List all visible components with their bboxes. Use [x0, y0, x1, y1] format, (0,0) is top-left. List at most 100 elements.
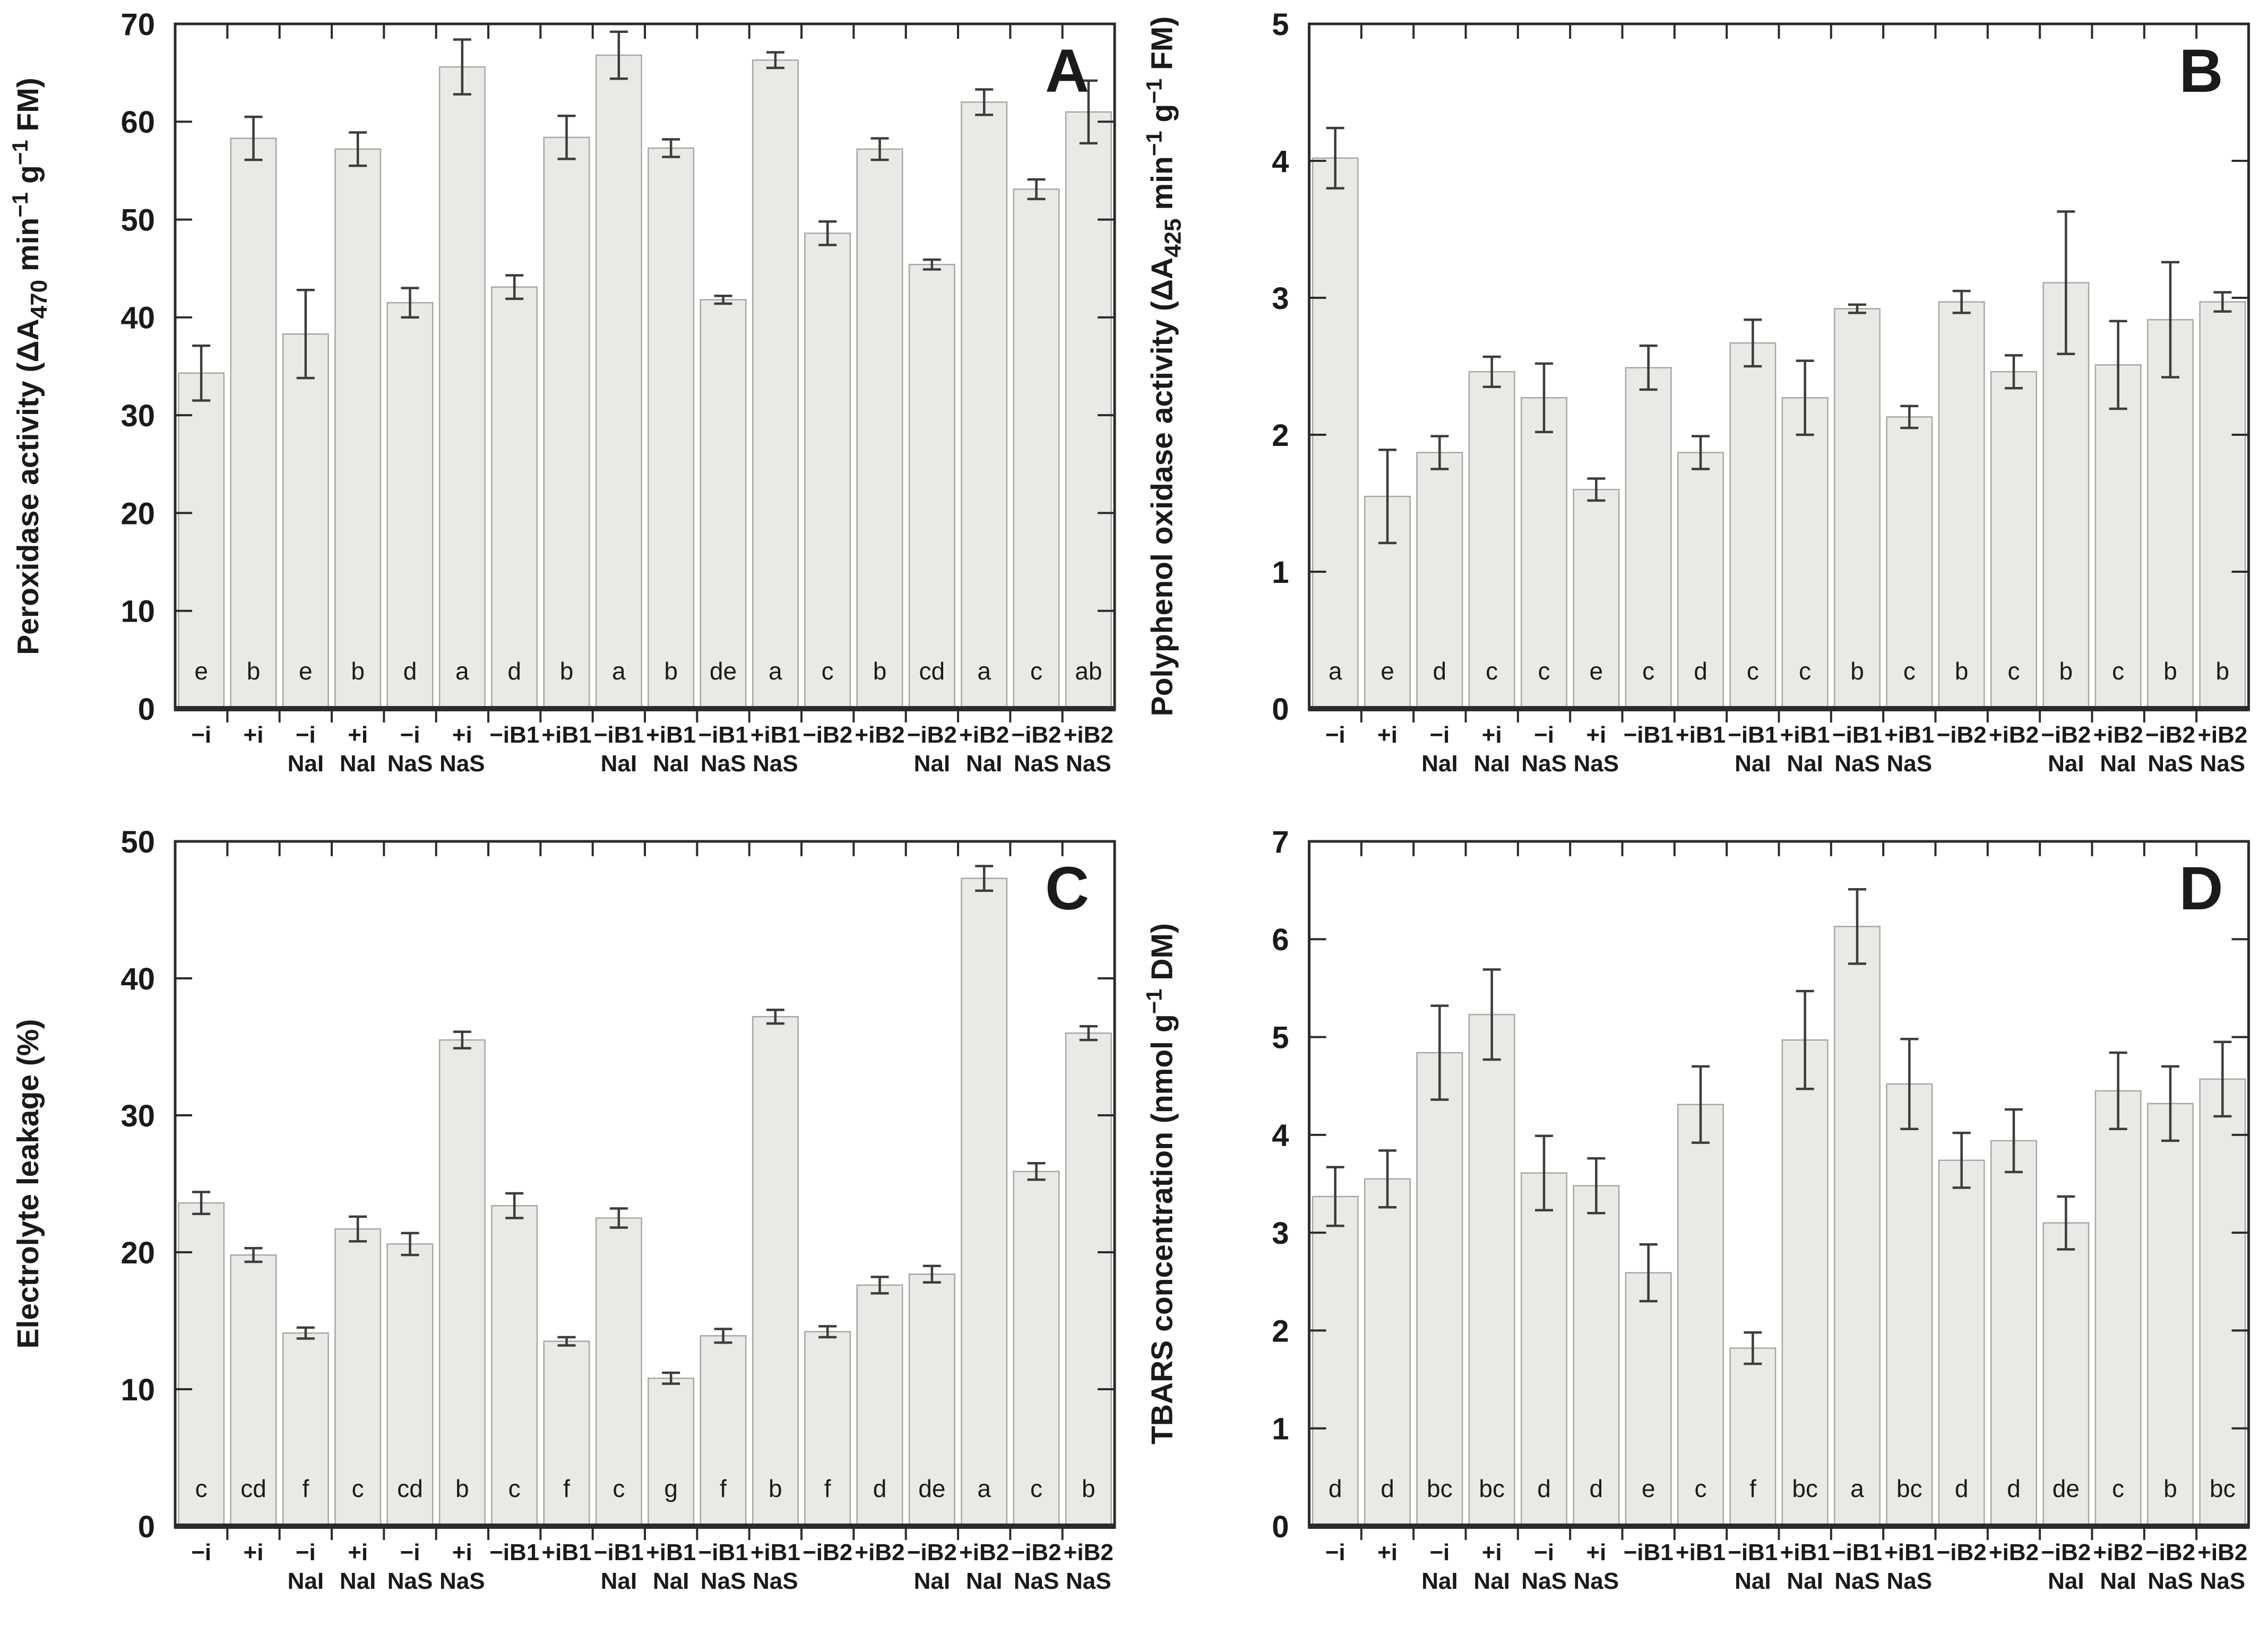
- sig-letter: d: [1694, 657, 1708, 685]
- bar: [1573, 488, 1620, 710]
- x-tick-label-line2: NaI: [1473, 751, 1510, 777]
- error-bar: [401, 1232, 419, 1257]
- error-bar: [870, 1276, 889, 1295]
- sig-letter: a: [612, 657, 626, 685]
- bar: [1520, 397, 1567, 710]
- x-tick-label: −iB2: [2145, 722, 2195, 748]
- sig-letter: b: [1850, 657, 1864, 685]
- error-bar: [1430, 1004, 1449, 1101]
- x-tick-label: +iB1: [1780, 1539, 1830, 1565]
- sig-letter: f: [720, 1475, 727, 1502]
- error-bar: [2109, 320, 2127, 410]
- y-ticks: [1309, 23, 2249, 710]
- error-bar: [2161, 1065, 2179, 1142]
- y-tick-label: 7: [1272, 825, 1289, 859]
- x-tick-label: −iB1: [698, 1539, 748, 1565]
- x-tick-label-line2: NaS: [1521, 1568, 1567, 1594]
- x-ticks: [1360, 24, 2198, 722]
- y-axis-label: Peroxidase activity (ΔA470 min−1 g−1 FM): [7, 78, 52, 655]
- sig-letter: de: [2053, 1475, 2080, 1502]
- error-bar: [662, 1371, 680, 1385]
- bar: [1729, 342, 1777, 710]
- error-bar: [1639, 345, 1658, 391]
- x-tick-label: +i: [452, 1539, 472, 1565]
- error-bar: [975, 865, 994, 892]
- y-tick-label: 3: [1272, 281, 1289, 316]
- bar: [752, 59, 799, 710]
- x-tick-label-line2: NaI: [2100, 1568, 2136, 1594]
- x-tick-label-line2: NaI: [340, 751, 376, 777]
- x-tick-label: +iB2: [1064, 1539, 1114, 1565]
- error-bar: [296, 289, 315, 380]
- x-tick-label-line2: NaI: [1421, 1568, 1458, 1594]
- bar: [1312, 157, 1359, 710]
- x-tick-label: −iB2: [1937, 1539, 1987, 1565]
- x-tick-label-line2: NaI: [1735, 751, 1771, 777]
- y-tick-label: 70: [120, 7, 155, 42]
- bar: [1938, 1159, 1985, 1527]
- x-tick-label-line2: NaS: [1574, 1568, 1619, 1594]
- sig-letter: g: [664, 1475, 678, 1502]
- x-tick-label-line2: NaS: [1066, 1568, 1111, 1594]
- error-bar: [1692, 435, 1710, 470]
- error-bar: [2005, 1108, 2023, 1174]
- error-bar: [453, 1030, 471, 1049]
- y-tick-label: 0: [138, 1510, 155, 1544]
- bar: [1990, 371, 2037, 710]
- sig-letter: de: [918, 1475, 945, 1502]
- sig-letter: e: [194, 657, 208, 685]
- x-tick-label-line2: NaS: [1834, 751, 1880, 777]
- bar: [2146, 1103, 2194, 1527]
- sig-letter: c: [508, 1475, 521, 1502]
- y-tick-label: 40: [120, 962, 155, 996]
- x-tick-label: −iB1: [594, 1539, 644, 1565]
- x-tick-label-line2: NaS: [701, 1568, 746, 1594]
- bar: [334, 1228, 382, 1527]
- x-tick-label: −i: [1534, 722, 1554, 748]
- error-bar: [2005, 354, 2023, 390]
- x-tick-label-line2: NaI: [1473, 1568, 1510, 1594]
- x-tick-label: +iB1: [646, 722, 696, 748]
- error-bar: [1587, 1157, 1606, 1215]
- error-bar: [1848, 303, 1866, 314]
- sig-letter: c: [822, 657, 834, 685]
- error-bar: [1952, 289, 1971, 314]
- sig-letter: a: [455, 657, 469, 685]
- bar: [961, 877, 1008, 1527]
- sig-letter: a: [769, 657, 782, 685]
- error-bar: [557, 114, 576, 160]
- x-tick-label: −iB2: [907, 1539, 957, 1565]
- x-tick-label: +i: [1482, 722, 1502, 748]
- y-tick-label: 50: [120, 203, 155, 237]
- x-tick-label-line2: NaI: [2048, 1568, 2084, 1594]
- bar: [595, 54, 642, 710]
- x-tick-label: +i: [452, 722, 472, 748]
- x-tick-label: −iB2: [803, 722, 852, 748]
- error-bar: [2213, 1040, 2232, 1118]
- error-bar: [2109, 1051, 2127, 1131]
- bar: [1625, 1272, 1672, 1527]
- x-ticks: [1360, 841, 2198, 1540]
- error-bar: [922, 258, 941, 271]
- sig-letter: c: [1642, 657, 1654, 685]
- sig-letter: f: [824, 1475, 831, 1502]
- bar: [1013, 188, 1060, 710]
- x-tick-label: −iB2: [2041, 1539, 2091, 1565]
- x-tick-label: −iB1: [1728, 1539, 1778, 1565]
- bar: [1886, 1083, 1933, 1527]
- x-tick-label: −i: [400, 1539, 420, 1565]
- error-bar: [818, 1325, 837, 1339]
- x-tick-label-line2: NaS: [1521, 751, 1567, 777]
- sig-letter: d: [403, 657, 417, 685]
- sig-letter: cd: [919, 657, 945, 685]
- error-bar: [975, 88, 994, 116]
- sig-letter: b: [351, 657, 365, 685]
- y-tick-label: 10: [120, 1373, 155, 1407]
- chart-panel-c: c cd f c cd b c f c g f b f d de a c b 0 10 20 30 40 50 −i +i −i Na…: [11, 825, 1116, 1594]
- x-tick-label: +iB2: [2197, 1539, 2247, 1565]
- bar: [1065, 111, 1112, 710]
- y-tick-label: 20: [120, 496, 155, 531]
- error-bar: [766, 1009, 784, 1025]
- error-bar: [1744, 1331, 1762, 1365]
- y-ticks: [175, 840, 1115, 1527]
